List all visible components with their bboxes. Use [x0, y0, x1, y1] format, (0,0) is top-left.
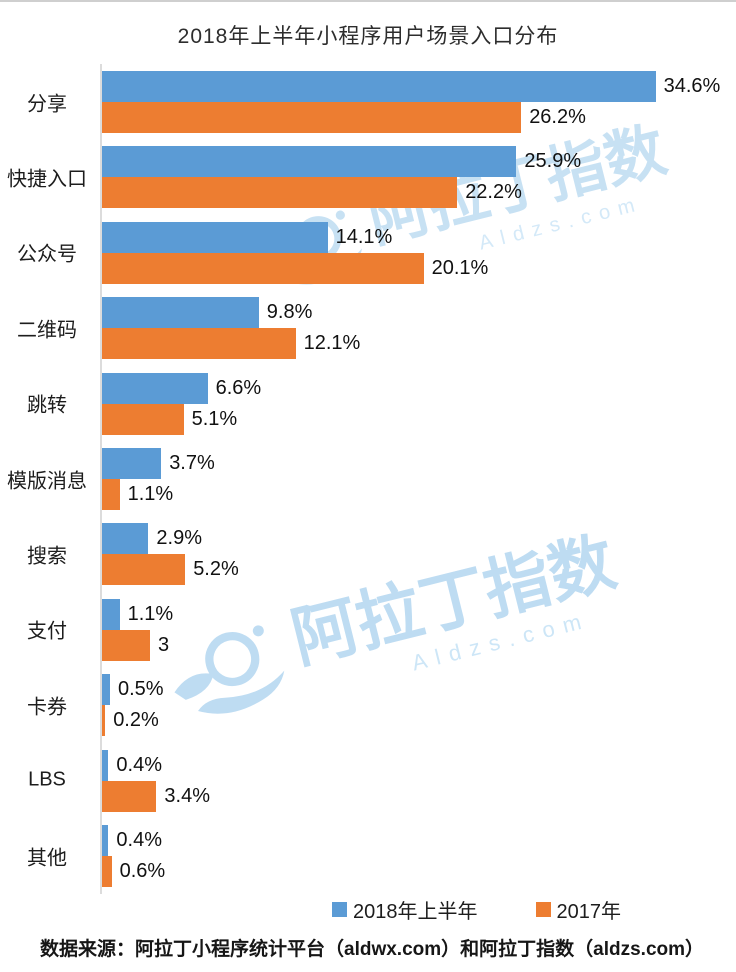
category-label: 支付: [27, 620, 67, 643]
category-label: 分享: [27, 93, 67, 116]
bar-group: 25.9% 22.2%: [102, 146, 582, 209]
value-label: 1.1%: [127, 602, 174, 625]
legend-swatch-2017: [535, 902, 551, 917]
value-label: 0.5%: [118, 678, 164, 701]
legend-item-2018h1: 2018年上半年: [332, 895, 478, 924]
value-label: 0.4%: [116, 828, 162, 851]
y-axis-line: [100, 64, 102, 894]
bar-2017: [102, 855, 112, 887]
category-label: 卡券: [27, 696, 67, 719]
bar-2018h1: [102, 824, 109, 856]
bar-2018h1: [102, 71, 656, 102]
legend-label-2018h1: 2018年上半年: [353, 901, 478, 923]
chart-row: 其他 0.4% 0.6%: [0, 818, 736, 893]
category-label: 快捷入口: [7, 168, 87, 191]
chart-row: 分享 34.6% 26.2%: [0, 64, 736, 139]
bar-group: 14.1% 20.1%: [102, 221, 489, 284]
value-label: 25.9%: [524, 150, 582, 173]
value-label: 3.7%: [169, 451, 215, 474]
bar-2017: [102, 629, 150, 661]
value-label: 0.2%: [113, 709, 159, 732]
category-label: 其他: [27, 847, 67, 870]
value-label: 0.6%: [119, 859, 166, 882]
bar-2017: [102, 705, 106, 737]
bar-2018h1: [102, 523, 149, 555]
chart-row: 快捷入口 25.9% 22.2%: [0, 139, 736, 214]
page-title: 2018年上半年小程序用户场景入口分布: [177, 25, 559, 48]
value-label: 22.2%: [465, 181, 522, 204]
value-label: 20.1%: [431, 256, 489, 279]
bar-2018h1: [102, 674, 110, 706]
bar-2017: [102, 478, 120, 510]
value-label: 5.2%: [193, 558, 239, 581]
bar-group: 3.7% 1.1%: [102, 447, 215, 510]
chart-row: 支付 1.1% 3: [0, 592, 736, 667]
category-label: 模版消息: [7, 470, 87, 493]
value-label: 26.2%: [529, 106, 586, 128]
value-label: 2.9%: [156, 527, 202, 550]
value-label: 14.1%: [335, 225, 393, 248]
bar-group: 9.8% 12.1%: [102, 297, 361, 360]
chart-row: 二维码 9.8% 12.1%: [0, 290, 736, 365]
chart-row: 搜索 2.9% 5.2%: [0, 516, 736, 591]
value-label: 34.6%: [663, 75, 721, 97]
legend-item-2017: 2017年: [535, 895, 622, 924]
bar-2018h1: [102, 146, 517, 178]
bar-2018h1: [102, 447, 162, 479]
bar-group: 0.4% 0.6%: [102, 824, 166, 887]
value-label: 0.4%: [116, 753, 162, 776]
chart-row: 跳转 6.6% 5.1%: [0, 366, 736, 441]
bar-group: 2.9% 5.2%: [102, 523, 239, 586]
bar-2017: [102, 780, 157, 812]
legend-swatch-2018h1: [332, 902, 347, 917]
bar-2018h1: [102, 372, 208, 404]
category-label: LBS: [28, 768, 66, 791]
legend: 2018年上半年 2017年: [332, 895, 621, 924]
value-label: 9.8%: [266, 301, 313, 324]
bar-2017: [102, 554, 186, 586]
source-note: 数据来源：阿拉丁小程序统计平台（aldwx.com）和阿拉丁指数（aldzs.c…: [40, 939, 705, 960]
bar-group: 1.1% 3: [102, 598, 174, 661]
value-label: 5.1%: [191, 407, 238, 430]
bar-2017: [102, 403, 184, 435]
chart-row: 公众号 14.1% 20.1%: [0, 215, 736, 290]
bar-2018h1: [102, 749, 109, 781]
bar-group: 0.5% 0.2%: [102, 674, 164, 737]
category-label: 搜索: [27, 545, 67, 568]
chart-row: LBS 0.4% 3.4%: [0, 743, 736, 818]
category-label: 公众号: [17, 243, 77, 266]
legend-label-2017: 2017年: [556, 901, 622, 923]
value-label: 3: [158, 633, 170, 656]
value-label: 12.1%: [303, 332, 361, 355]
bar-2017: [102, 328, 296, 360]
bar-2017: [102, 252, 424, 284]
bar-2017: [102, 102, 522, 133]
bar-2018h1: [102, 221, 328, 253]
bar-group: 34.6% 26.2%: [102, 71, 720, 133]
value-label: 3.4%: [164, 784, 210, 807]
value-label: 6.6%: [215, 376, 262, 399]
value-label: 1.1%: [127, 482, 174, 505]
bar-2018h1: [102, 598, 120, 630]
category-label: 二维码: [17, 319, 77, 342]
bar-group: 6.6% 5.1%: [102, 372, 262, 435]
bar-2018h1: [102, 297, 259, 329]
bar-group: 0.4% 3.4%: [102, 749, 210, 812]
category-label: 跳转: [27, 394, 67, 417]
bar-2017: [102, 177, 458, 209]
chart-row: 模版消息 3.7% 1.1%: [0, 441, 736, 516]
chart-row: 卡券 0.5% 0.2%: [0, 667, 736, 742]
chart-rows: 分享 34.6% 26.2% 快捷入口 25.9% 22.2% 公众号 14.1% 20.1% 二…: [0, 64, 736, 893]
